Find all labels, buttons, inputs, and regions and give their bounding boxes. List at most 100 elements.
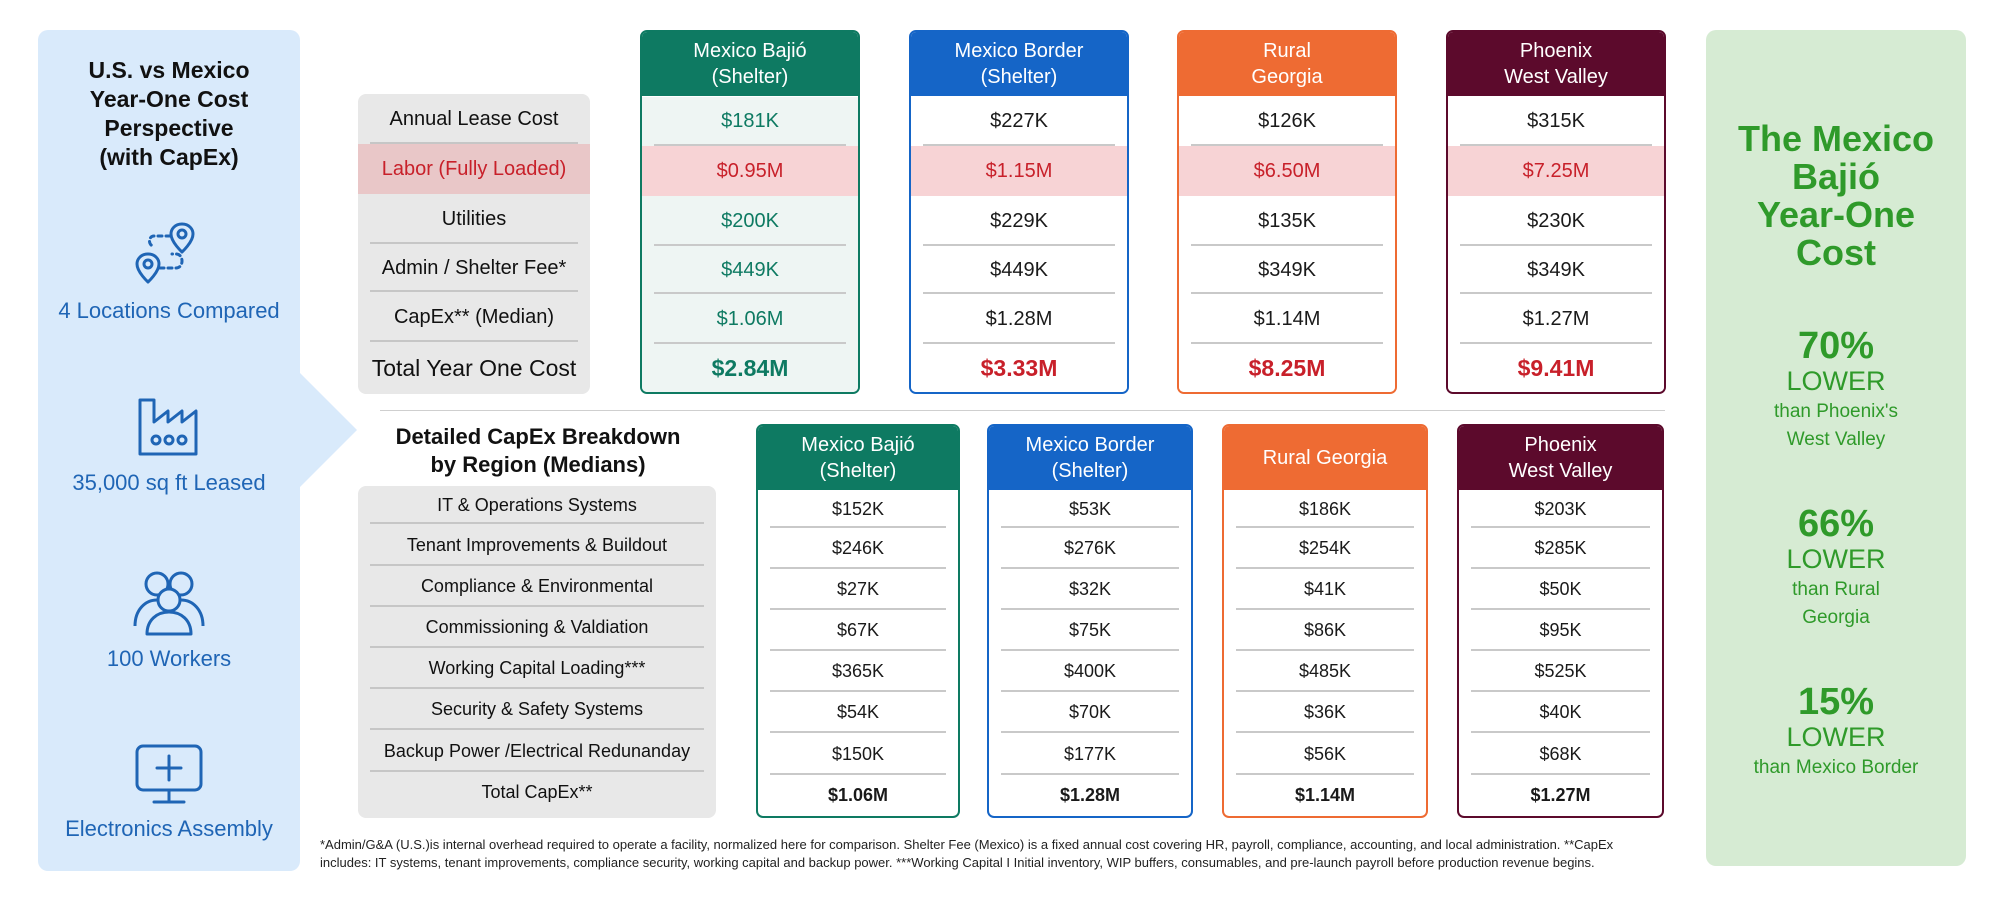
overview-title-line: Perspective bbox=[104, 115, 234, 141]
section-divider bbox=[380, 410, 1665, 411]
cost-value: $349K bbox=[1179, 246, 1395, 294]
cost-value: $1.15M bbox=[911, 146, 1127, 196]
cost-value: $3.33M bbox=[911, 344, 1127, 392]
cost-card: Mexico Border (Shelter) $227K $1.15M $229K $4… bbox=[909, 30, 1129, 394]
capex-value: $56K bbox=[1224, 733, 1426, 775]
stat-percent: 70% bbox=[1797, 325, 1875, 367]
capex-value: $75K bbox=[989, 610, 1191, 651]
cost-value: $449K bbox=[911, 246, 1127, 294]
capex-value: $150K bbox=[758, 733, 958, 775]
cost-value: $315K bbox=[1448, 97, 1664, 146]
cost-value: $181K bbox=[642, 97, 858, 146]
stat-desc-line: West Valley bbox=[1786, 429, 1886, 450]
region-name-line: West Valley bbox=[1508, 460, 1613, 482]
capex-row-label: Tenant Improvements & Buildout bbox=[358, 524, 716, 566]
capex-value: $70K bbox=[989, 692, 1191, 733]
capex-value: $1.27M bbox=[1530, 784, 1591, 805]
region-name-line: Mexico Border bbox=[1025, 434, 1155, 456]
capex-value: $246K bbox=[758, 528, 958, 569]
cost-card: Mexico Bajió (Shelter) $181K $0.95M $200K $44… bbox=[640, 30, 860, 394]
feature-product: Electronics Assembly bbox=[38, 742, 300, 842]
capex-value: $36K bbox=[1224, 692, 1426, 733]
stat-percent: 15% bbox=[1797, 681, 1875, 723]
region-name-line: Phoenix bbox=[1519, 40, 1593, 62]
summary-title-line: Year-One bbox=[1756, 194, 1916, 235]
cost-value: $1.06M bbox=[642, 294, 858, 344]
capex-value: $27K bbox=[758, 569, 958, 610]
cost-labels: Annual Lease Cost Labor (Fully Loaded) U… bbox=[358, 94, 590, 394]
region-name-line: Phoenix bbox=[1524, 434, 1597, 456]
capex-labels: IT & Operations Systems Tenant Improveme… bbox=[358, 486, 716, 818]
feature-label: 35,000 sq ft Leased bbox=[72, 470, 266, 495]
capex-value: $41K bbox=[1224, 569, 1426, 610]
capex-card: Mexico Border (Shelter) $53K $276K $32K $75K $… bbox=[987, 424, 1193, 818]
capex-card-header: Rural Georgia bbox=[1224, 426, 1426, 490]
cost-value: $0.95M bbox=[642, 146, 858, 196]
cost-card-header: Phoenix West Valley bbox=[1448, 32, 1664, 96]
stat-desc-line: than Mexico Border bbox=[1753, 757, 1919, 778]
cost-card-header: Mexico Border (Shelter) bbox=[911, 32, 1127, 96]
capex-card: Mexico Bajió (Shelter) $152K $246K $27K $67K $… bbox=[756, 424, 960, 818]
capex-card: Phoenix West Valley $203K $285K $50K $95K $525… bbox=[1457, 424, 1664, 818]
capex-value: $95K bbox=[1459, 610, 1662, 651]
stat-georgia: 66% LOWER than Rural Georgia bbox=[1706, 504, 1966, 632]
cost-value: $200K bbox=[642, 196, 858, 246]
stat-lower: LOWER bbox=[1786, 544, 1886, 574]
region-name-line: Rural Georgia bbox=[1262, 447, 1388, 469]
capex-value: $177K bbox=[989, 733, 1191, 775]
feature-workers: 100 Workers bbox=[38, 564, 300, 672]
overview-arrow bbox=[299, 372, 357, 488]
capex-value: $400K bbox=[989, 651, 1191, 692]
cost-value: $6.50M bbox=[1179, 146, 1395, 196]
region-name-line: (Shelter) bbox=[1051, 460, 1129, 482]
region-name-line: (Shelter) bbox=[980, 66, 1058, 88]
capex-value: $1.06M bbox=[827, 784, 889, 805]
region-name-line: (Shelter) bbox=[711, 66, 789, 88]
cost-row-label: Utilities bbox=[358, 194, 590, 244]
feature-label: 4 Locations Compared bbox=[58, 298, 280, 323]
summary-title-line: Bajió bbox=[1791, 156, 1880, 197]
cost-value: $7.25M bbox=[1448, 146, 1664, 196]
capex-row-label: Total CapEx** bbox=[481, 781, 593, 802]
feature-label: 100 Workers bbox=[106, 646, 232, 671]
region-name-line: Mexico Bajió bbox=[801, 434, 915, 456]
capex-value: $50K bbox=[1459, 569, 1662, 610]
capex-title-line: by Region (Medians) bbox=[430, 452, 646, 477]
capex-row-label: IT & Operations Systems bbox=[358, 486, 716, 524]
footnote-line: includes: IT systems, tenant improvement… bbox=[320, 855, 1595, 870]
cost-row-label: Total Year One Cost bbox=[371, 354, 577, 381]
cost-value: $229K bbox=[911, 196, 1127, 246]
capex-value: $1.28M bbox=[1059, 784, 1121, 805]
cost-row-label: CapEx** (Median) bbox=[358, 292, 590, 342]
cost-value: $449K bbox=[642, 246, 858, 294]
footnote-line: *Admin/G&A (U.S.)is internal overhead re… bbox=[320, 837, 1614, 852]
cost-value: $1.28M bbox=[911, 294, 1127, 344]
summary-title: The Mexico Bajió Year-One Cost bbox=[1706, 120, 1966, 272]
capex-row-label: Backup Power /Electrical Redunanday bbox=[358, 730, 716, 772]
stat-percent: 66% bbox=[1797, 503, 1875, 545]
footnote: *Admin/G&A (U.S.)is internal overhead re… bbox=[320, 836, 1690, 872]
capex-value: $276K bbox=[989, 528, 1191, 569]
cost-value: $227K bbox=[911, 97, 1127, 146]
route-pins-icon bbox=[135, 222, 195, 284]
capex-card-header: Mexico Border (Shelter) bbox=[989, 426, 1191, 490]
capex-row-label: Commissioning & Valdiation bbox=[358, 607, 716, 648]
stat-lower: LOWER bbox=[1786, 366, 1886, 396]
cost-value: $349K bbox=[1448, 246, 1664, 294]
capex-row-label: Compliance & Environmental bbox=[358, 566, 716, 607]
factory-icon bbox=[138, 398, 198, 456]
capex-value: $54K bbox=[758, 692, 958, 733]
capex-value: $40K bbox=[1459, 692, 1662, 733]
region-name-line: West Valley bbox=[1504, 66, 1608, 88]
summary-panel: The Mexico Bajió Year-One Cost 70% LOWER… bbox=[1706, 30, 1966, 866]
workers-icon bbox=[133, 571, 205, 636]
stat-desc-line: Georgia bbox=[1802, 607, 1870, 628]
feature-label: Electronics Assembly bbox=[65, 816, 273, 841]
stat-desc-line: than Phoenix's bbox=[1773, 401, 1899, 422]
cost-row-label: Admin / Shelter Fee* bbox=[358, 244, 590, 292]
capex-value: $32K bbox=[989, 569, 1191, 610]
stat-desc-line: than Rural bbox=[1792, 579, 1880, 600]
capex-value: $86K bbox=[1224, 610, 1426, 651]
capex-title-line: Detailed CapEx Breakdown bbox=[395, 424, 681, 449]
stat-lower: LOWER bbox=[1786, 722, 1886, 752]
